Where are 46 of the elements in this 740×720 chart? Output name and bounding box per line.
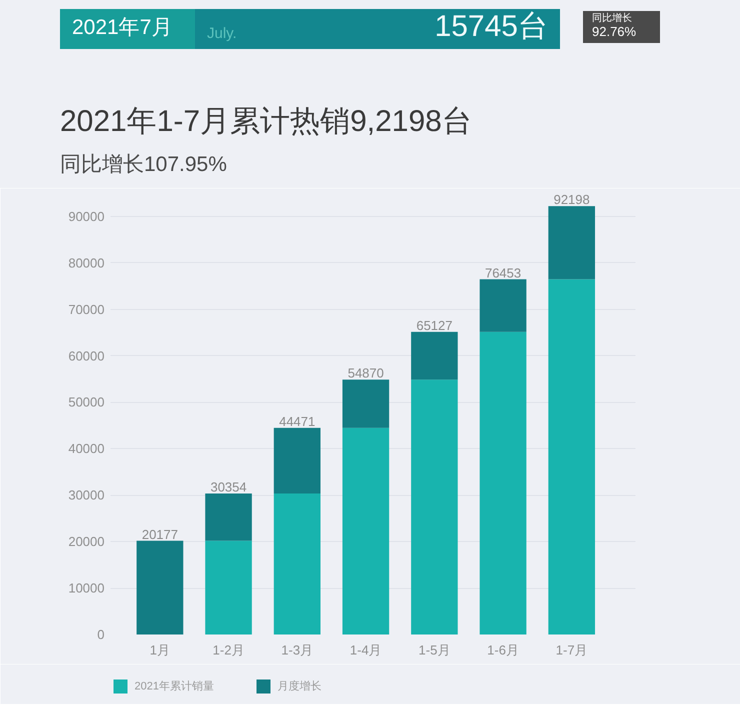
bar [411,380,458,634]
bar [342,428,390,634]
y-tick-label: 60000 [68,348,105,364]
y-tick-label: 10000 [68,580,105,596]
bar [205,493,252,541]
bar [411,332,458,380]
y-tick-label: 80000 [68,255,105,270]
x-tick-label: 1-2月 [212,642,244,658]
x-tick-label: 1月 [150,642,170,658]
bar [274,428,320,494]
y-tick-label: 50000 [68,394,105,410]
bar [136,540,184,634]
total-label: 30354 [210,479,247,494]
bar [205,540,252,634]
total-label: 20177 [142,526,178,542]
total-label: 54870 [348,366,384,381]
total-label: 76453 [484,265,522,280]
x-tick-label: 1-7月 [556,642,588,658]
y-tick-label: 0 [97,627,105,642]
text: 2021年7月 [72,16,172,40]
text: July. [207,25,237,42]
text: 同比增长 [592,13,632,24]
x-tick-label: 1-4月 [350,642,382,658]
bar [480,279,526,332]
bar [548,279,596,634]
x-tick-label: 1-6月 [487,642,519,658]
total-label: 65127 [416,318,453,333]
bar [342,380,390,428]
total-label: 92198 [554,192,590,208]
y-tick-label: 30000 [68,488,105,503]
legend-label: 2021年累计销量 [134,680,214,692]
chart-title: 2021年1-7月累计热销9,2198台 [60,105,472,140]
legend-label: 月度增长 [278,680,322,692]
y-tick-label: 40000 [68,441,105,456]
bar [548,206,596,280]
y-tick-label: 90000 [68,208,105,224]
x-tick-label: 1-5月 [418,642,450,658]
x-tick-label: 1-3月 [281,642,314,658]
y-tick-label: 70000 [68,302,105,317]
text: 15745台 [434,10,548,44]
y-tick-label: 20000 [68,534,105,550]
total-label: 44471 [279,414,316,429]
bar [480,332,526,634]
text: 92.76% [592,24,636,40]
chart-subtitle: 同比增长107.95% [60,153,227,178]
bar [274,493,320,634]
